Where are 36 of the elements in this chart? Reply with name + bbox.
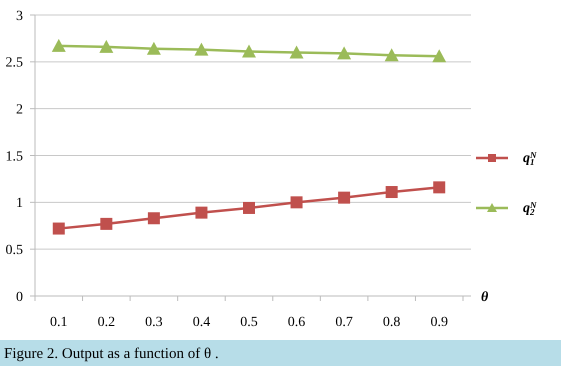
point (100, 218, 112, 230)
x-tick-label: 0.1 (50, 315, 68, 330)
point (242, 44, 256, 58)
caption: Figure 2. Output as a function of θ . (4, 346, 219, 362)
point (290, 196, 303, 208)
x-tick-label: 0.4 (192, 315, 210, 330)
point (195, 206, 208, 219)
y-tick-label: 0 (16, 290, 23, 305)
y-tick-label: 2.5 (6, 56, 23, 71)
point (243, 202, 255, 214)
x-tick-label: 0.6 (288, 315, 306, 330)
x-tick-label: 0.5 (240, 315, 258, 330)
point (52, 222, 65, 235)
x-tick-label: 0.9 (430, 315, 448, 330)
point (52, 38, 66, 52)
x-axis-title: θ (481, 290, 489, 305)
point (99, 40, 114, 53)
x-tick-label: 0.8 (382, 315, 400, 330)
point (337, 46, 352, 60)
y-tick-label: 0.5 (6, 243, 23, 258)
point (432, 49, 446, 62)
y-tick-label: 3 (16, 8, 23, 24)
point (148, 212, 160, 224)
point (338, 192, 350, 204)
y-tick-label: 1 (16, 196, 23, 212)
point (433, 181, 446, 194)
y-tick-label: 2 (16, 102, 23, 118)
point (386, 186, 398, 198)
point (384, 48, 399, 62)
x-tick-label: 0.3 (145, 315, 163, 330)
point (290, 45, 304, 58)
x-tick-label: 0.2 (98, 315, 116, 330)
x-tick-label: 0.7 (335, 315, 353, 330)
point (146, 42, 161, 55)
y-tick-label: 1.5 (6, 149, 23, 164)
point (194, 42, 208, 56)
